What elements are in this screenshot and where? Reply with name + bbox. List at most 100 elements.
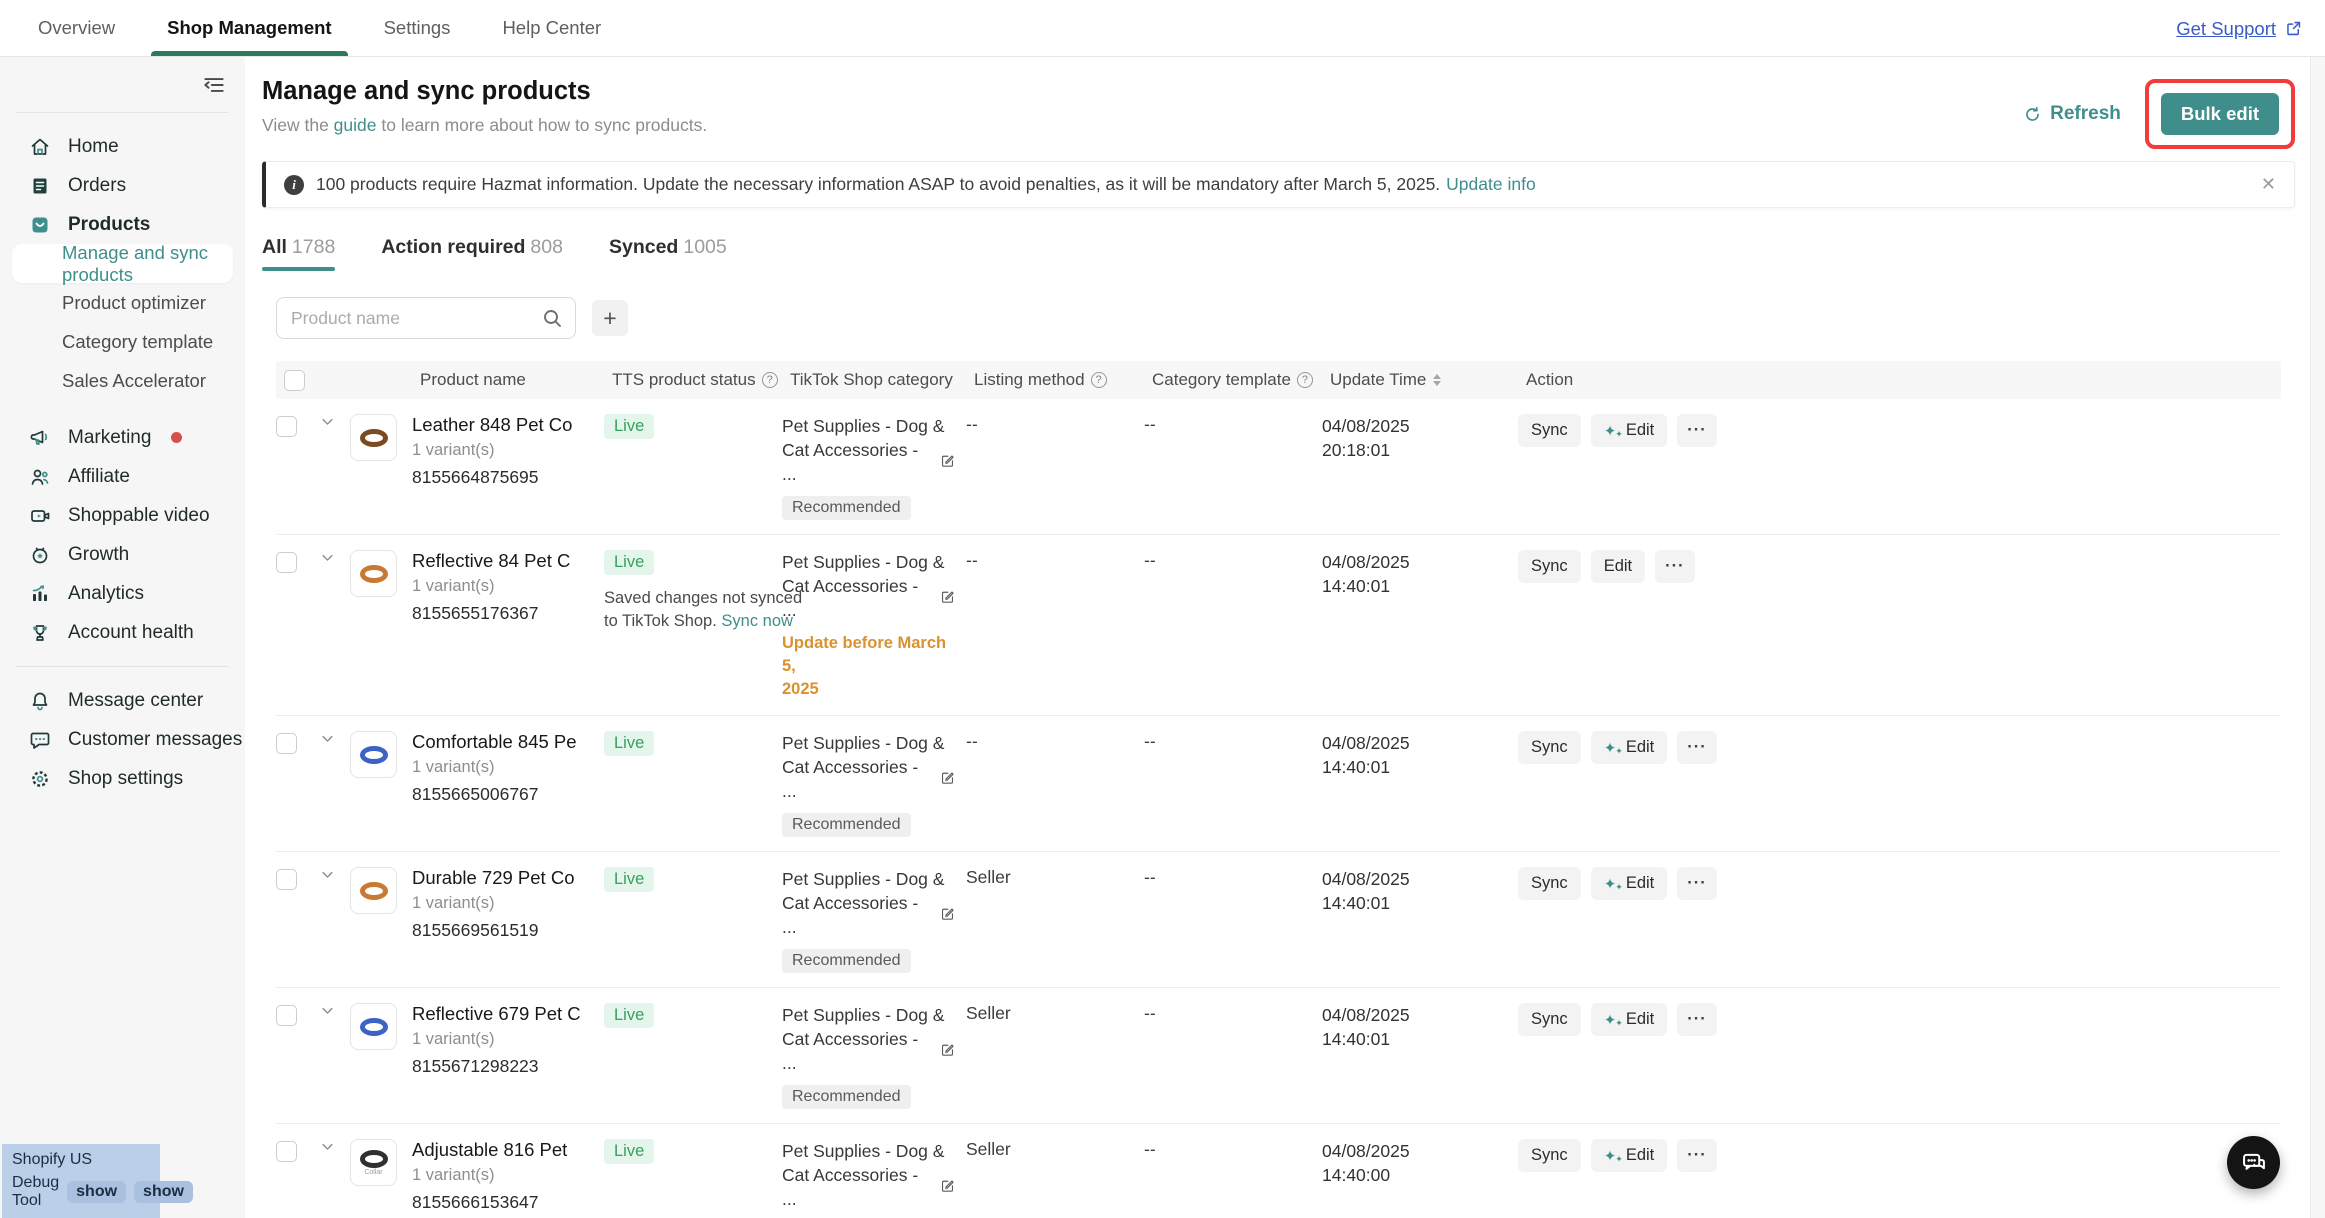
sidebar-item-home[interactable]: Home xyxy=(0,127,245,166)
edit-category-icon[interactable] xyxy=(939,452,956,469)
chat-icon xyxy=(28,728,52,752)
sidebar-item-products[interactable]: Products xyxy=(0,205,245,244)
sync-button[interactable]: Sync xyxy=(1518,867,1581,900)
sync-button[interactable]: Sync xyxy=(1518,1003,1581,1036)
update-date: 04/08/2025 xyxy=(1322,869,1410,889)
chevron-down-icon[interactable] xyxy=(320,867,340,882)
edit-button-label: Edit xyxy=(1625,874,1655,892)
edit-button[interactable]: ✦ ✦ Edit xyxy=(1590,867,1668,900)
sidebar-item-growth[interactable]: Growth xyxy=(0,535,245,574)
add-filter-button[interactable]: + xyxy=(592,300,628,336)
chevron-down-icon[interactable] xyxy=(320,731,340,746)
row-actions: Sync ✦ ✦ Edit ··· xyxy=(1518,731,2281,764)
edit-button[interactable]: ✦ ✦ Edit xyxy=(1590,1139,1668,1172)
sidebar-item-affiliate[interactable]: Affiliate xyxy=(0,457,245,496)
debug-buttons: show show xyxy=(67,1181,193,1203)
refresh-button[interactable]: Refresh xyxy=(2023,103,2121,125)
select-all-checkbox[interactable] xyxy=(284,369,305,391)
sync-button[interactable]: Sync xyxy=(1518,731,1581,764)
tab-all[interactable]: All 1788 xyxy=(262,236,336,271)
topnav-item-settings[interactable]: Settings xyxy=(384,0,451,56)
chat-fab-button[interactable] xyxy=(2227,1136,2280,1189)
topnav-item-overview[interactable]: Overview xyxy=(38,0,115,56)
update-time: 14:40:01 xyxy=(1322,757,1391,777)
column-header-category-template: Category template? xyxy=(1152,370,1330,390)
edit-category-icon[interactable] xyxy=(939,1177,956,1194)
update-date: 04/08/2025 xyxy=(1322,733,1410,753)
sync-button[interactable]: Sync xyxy=(1518,414,1581,447)
edit-button[interactable]: ✦ ✦ Edit xyxy=(1590,731,1668,764)
sidebar-item-product-optimizer[interactable]: Product optimizer xyxy=(0,283,245,322)
sidebar-item-customer-messages[interactable]: Customer messages xyxy=(0,720,245,759)
more-actions-button[interactable]: ··· xyxy=(1677,731,1717,764)
sidebar-item-label: Orders xyxy=(68,174,127,196)
row-checkbox[interactable] xyxy=(276,733,297,754)
search-input[interactable] xyxy=(276,297,576,339)
sidebar-item-manage-and-sync-products[interactable]: Manage and sync products xyxy=(12,242,233,285)
sync-now-link[interactable]: Sync now xyxy=(721,612,793,630)
sidebar-item-shop-settings[interactable]: Shop settings xyxy=(0,759,245,798)
tab-label: Synced xyxy=(608,236,679,258)
sidebar-item-account-health[interactable]: Account health xyxy=(0,613,245,652)
sync-button[interactable]: Sync xyxy=(1518,550,1581,583)
sidebar-item-category-template[interactable]: Category template xyxy=(0,322,245,361)
edit-category-icon[interactable] xyxy=(939,905,956,922)
edit-category-icon[interactable] xyxy=(939,1041,956,1058)
update-info-link[interactable]: Update info xyxy=(1446,174,1536,194)
collapse-sidebar-icon[interactable] xyxy=(201,72,227,98)
more-actions-button[interactable]: ··· xyxy=(1677,867,1717,900)
row-checkbox[interactable] xyxy=(276,552,297,573)
bulk-edit-button[interactable]: Bulk edit xyxy=(2160,93,2279,135)
sort-icon[interactable] xyxy=(1433,374,1442,386)
row-checkbox[interactable] xyxy=(276,1141,297,1162)
sidebar-item-message-center[interactable]: Message center xyxy=(0,681,245,720)
sidebar-item-sales-accelerator[interactable]: Sales Accelerator xyxy=(0,361,245,400)
category-template-cell: -- xyxy=(1144,414,1156,434)
edit-button[interactable]: ✦ ✦ Edit xyxy=(1590,414,1668,447)
topnav-item-shop-management[interactable]: Shop Management xyxy=(151,0,348,56)
info-icon[interactable]: ? xyxy=(1090,372,1107,388)
update-date: 04/08/2025 xyxy=(1322,416,1410,436)
sidebar-item-marketing[interactable]: Marketing xyxy=(0,418,245,457)
column-header-update-time[interactable]: Update Time xyxy=(1330,370,1526,390)
more-actions-button[interactable]: ··· xyxy=(1677,1003,1717,1036)
product-image-caption: Collar xyxy=(364,1168,383,1176)
edit-button[interactable]: ✦ ✦ Edit xyxy=(1590,1003,1668,1036)
chevron-down-icon[interactable] xyxy=(320,1139,340,1154)
more-actions-button[interactable]: ··· xyxy=(1677,1139,1717,1172)
row-checkbox[interactable] xyxy=(276,416,297,437)
row-checkbox[interactable] xyxy=(276,869,297,890)
chevron-down-icon[interactable] xyxy=(320,550,340,565)
sidebar-item-analytics[interactable]: Analytics xyxy=(0,574,245,613)
table-header: Product name TTS product status? TikTok Sh… xyxy=(276,361,2281,399)
get-support-link[interactable]: Get Support xyxy=(2176,0,2303,57)
table-row: Comfortable 845 Pe 1 variant(s) 8155665006… xyxy=(276,716,2281,852)
topnav-item-help-center[interactable]: Help Center xyxy=(502,0,601,56)
column-header-label: TikTok Shop category xyxy=(790,370,953,389)
category-template-cell: -- xyxy=(1144,1003,1156,1023)
product-image xyxy=(350,867,397,914)
edit-category-icon[interactable] xyxy=(939,769,956,786)
chevron-down-icon[interactable] xyxy=(320,414,340,429)
sidebar-item-label: Shop settings xyxy=(68,767,184,789)
info-icon[interactable]: ? xyxy=(1296,372,1313,388)
more-actions-button[interactable]: ··· xyxy=(1677,414,1717,447)
debug-show-button[interactable]: show xyxy=(67,1181,127,1203)
tab-synced[interactable]: Synced 1005 xyxy=(609,236,727,271)
sidebar-item-orders[interactable]: Orders xyxy=(0,166,245,205)
chevron-down-icon[interactable] xyxy=(320,1003,340,1018)
debug-show-button[interactable]: show xyxy=(134,1181,193,1203)
scrollbar[interactable] xyxy=(2310,57,2325,1218)
recommended-wrap: Recommended xyxy=(782,939,956,973)
product-id: 8155665006767 xyxy=(412,784,539,804)
info-icon[interactable]: ? xyxy=(761,372,778,388)
tab-action-required[interactable]: Action required 808 xyxy=(381,236,563,271)
row-checkbox[interactable] xyxy=(276,1005,297,1026)
more-actions-button[interactable]: ··· xyxy=(1655,550,1695,583)
edit-category-icon[interactable] xyxy=(939,588,956,605)
sync-button[interactable]: Sync xyxy=(1518,1139,1581,1172)
guide-link[interactable]: guide xyxy=(333,115,377,135)
close-banner-icon[interactable]: ✕ xyxy=(2260,174,2276,194)
sidebar-item-shoppable-video[interactable]: Shoppable video xyxy=(0,496,245,535)
edit-button[interactable]: Edit xyxy=(1590,550,1646,583)
